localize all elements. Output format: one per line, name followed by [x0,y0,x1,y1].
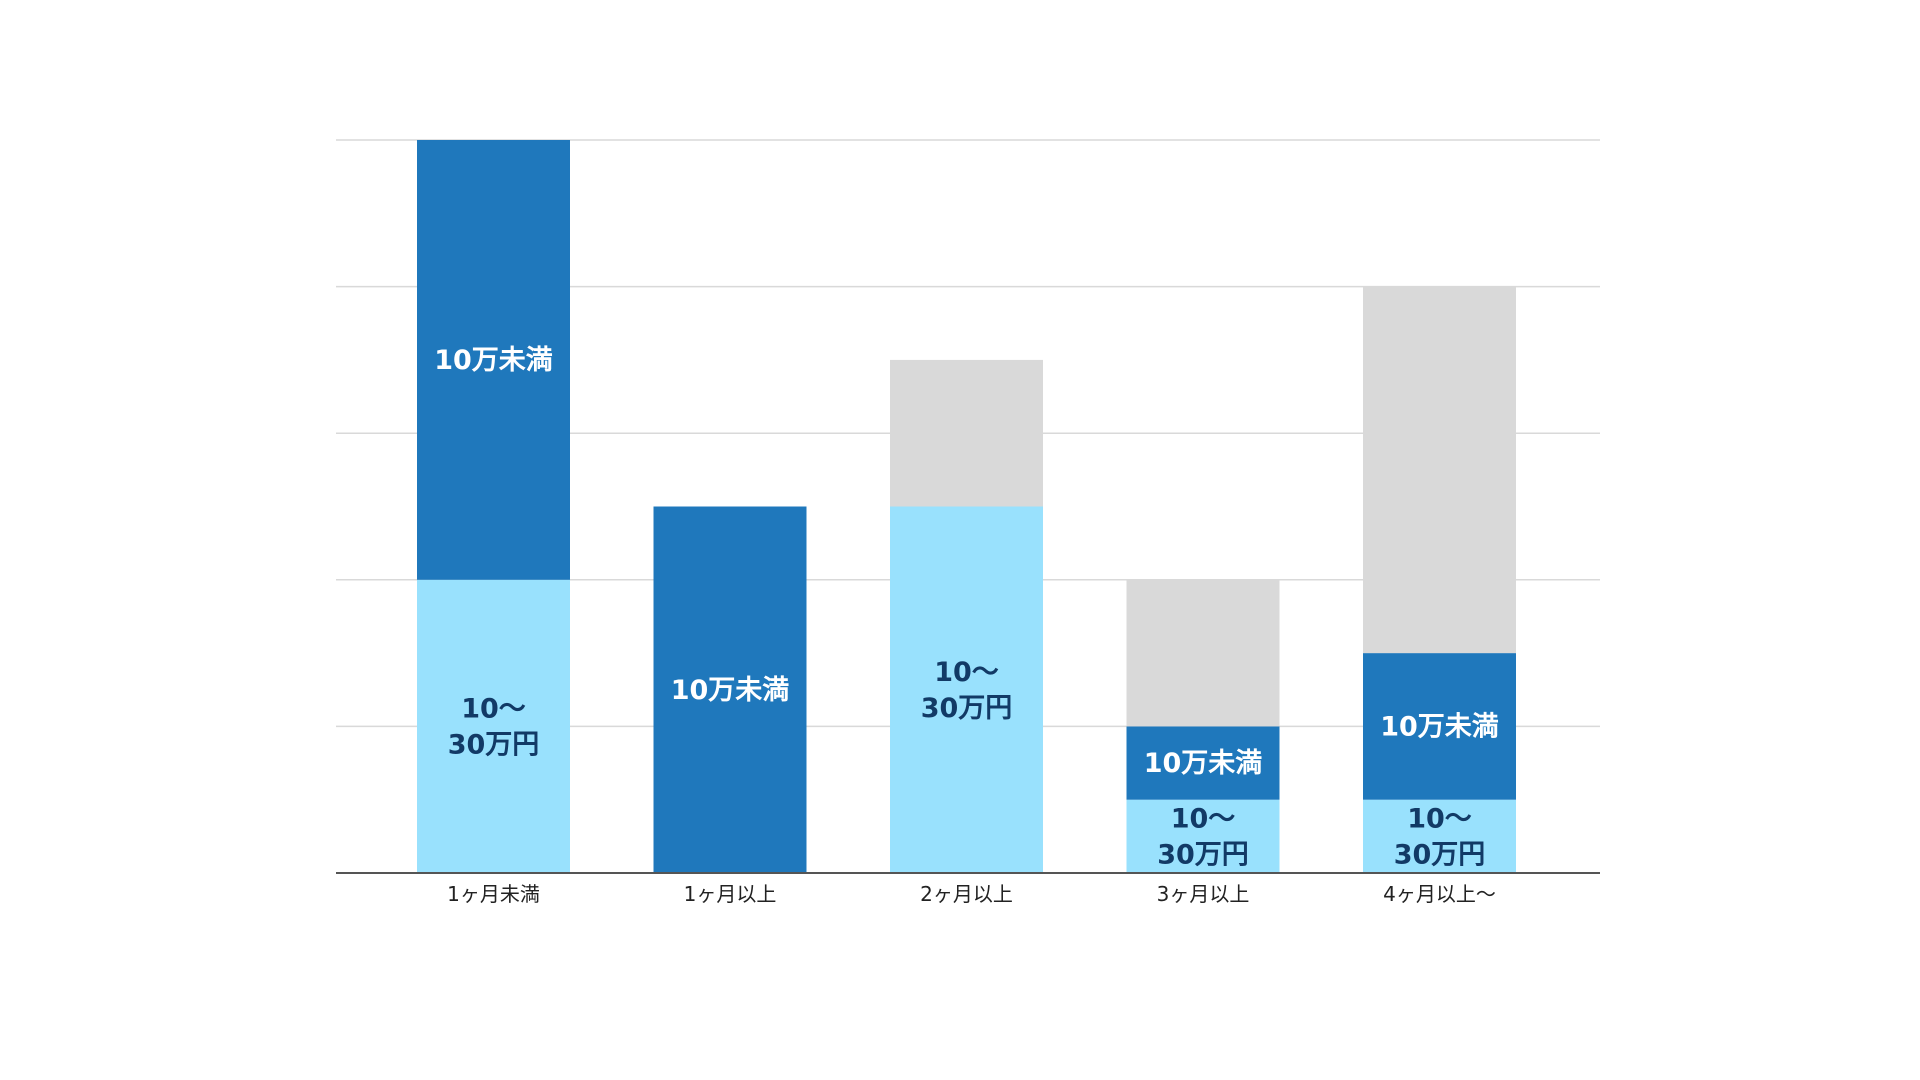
x-axis: 1ヶ月未満 1ヶ月以上 2ヶ月以上 3ヶ月以上 4ヶ月以上〜 [336,872,1600,906]
bar-segment-2-0 [890,506,1043,873]
segment-label: 10〜 30万円 [1394,803,1486,870]
segment-label: 10〜 30万円 [448,693,540,760]
bar-segment-3-2 [1126,579,1280,727]
x-tick-label: 4ヶ月以上〜 [1383,882,1496,906]
bar-segment-2-2 [890,359,1043,507]
bar-segment-3-0 [1126,799,1280,873]
segment-label: 10〜 30万円 [921,657,1013,724]
x-tick-label: 3ヶ月以上 [1157,882,1250,906]
bar-segment-3-1 [1126,726,1280,800]
segment-label: 10万未満 [671,675,790,706]
bar-segment-4-1 [1363,653,1516,800]
x-tick-label: 1ヶ月未満 [447,882,540,906]
bar-segment-0-0 [417,579,570,873]
bar-segment-4-0 [1363,799,1516,873]
segment-label: 10〜 30万円 [1157,803,1249,870]
segment-label: 10万未満 [434,345,553,376]
bar-segment-1-1 [653,506,807,873]
segment-label: 10万未満 [1144,748,1263,779]
segment-label: 10万未満 [1380,711,1499,742]
bars [417,140,1516,873]
bar-segment-0-1 [417,140,570,580]
x-tick-label: 2ヶ月以上 [920,882,1013,906]
segment-labels: 10〜 30万円 10万未満 10万未満 10〜 30万円 10〜 30万円 10万未満 10〜 3… [434,345,1499,870]
x-tick-label: 1ヶ月以上 [684,882,777,906]
bar-segment-4-2 [1363,286,1516,654]
